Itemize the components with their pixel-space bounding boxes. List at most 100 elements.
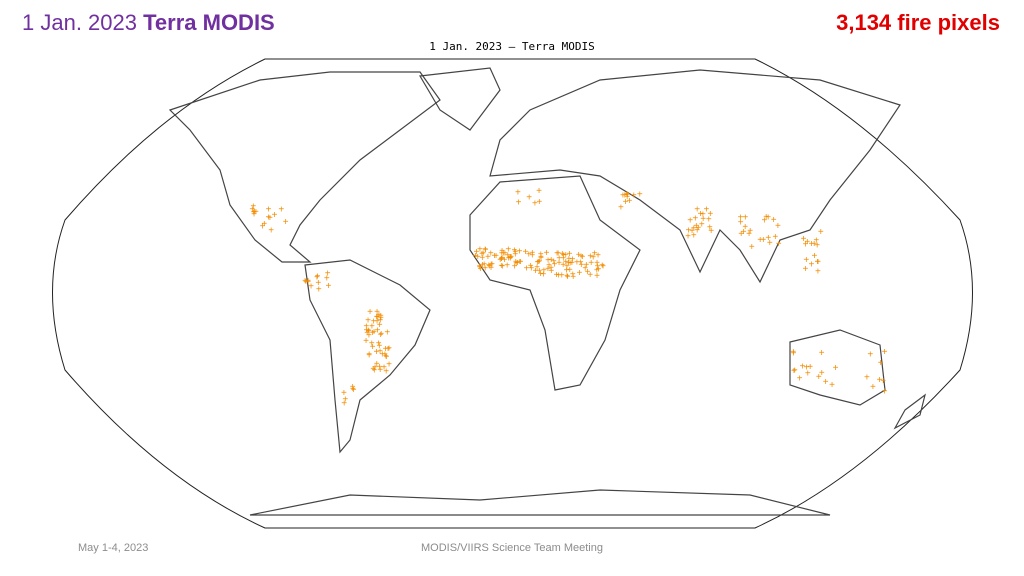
fire-marker: + [377,347,383,358]
fire-marker: + [537,257,543,268]
fire-marker: + [500,249,506,260]
fire-marker: + [253,207,259,218]
fire-marker: + [578,252,584,263]
fire-marker: + [578,260,584,271]
fire-marker: + [371,327,377,338]
fire-marker: + [706,214,712,225]
fire-marker: + [517,247,523,258]
fire-marker: + [376,339,382,350]
fire-marker: + [375,326,381,337]
fire-marker: + [373,347,379,358]
fire-marker: + [518,257,524,268]
fire-marker: + [775,221,781,232]
fire-marker: + [536,266,542,277]
title-date: 1 Jan. 2023 [22,10,137,35]
fire-marker: + [694,226,700,237]
fire-marker: + [529,248,535,259]
fire-marker: + [378,330,384,341]
fire-marker: + [583,260,589,271]
fire-marker: + [251,209,257,220]
fire-marker: + [382,349,388,360]
fire-marker: + [757,235,763,246]
fire-marker: + [596,264,602,275]
fire-marker: + [707,223,713,234]
fire-marker: + [698,209,704,220]
fire-marker: + [823,377,829,388]
fire-marker: + [384,328,390,339]
fire-marker: + [377,320,383,331]
fire-marker: + [771,215,777,226]
fire-marker: + [249,205,255,216]
fire-marker: + [700,214,706,225]
fire-marker: + [545,255,551,266]
fire-marker: + [364,326,370,337]
fire-marker: + [560,253,566,264]
fire-marker: + [554,249,560,260]
map-title: 1 Jan. 2023 — Terra MODIS [429,40,595,53]
fire-marker: + [379,349,385,360]
fire-marker: + [765,212,771,223]
fire-marker: + [474,247,480,258]
fire-marker: + [566,254,572,265]
fire-marker: + [324,273,330,284]
fire-marker: + [534,262,540,273]
fire-marker: + [472,251,478,262]
fire-marker: + [513,257,519,268]
fire-marker: + [315,278,321,289]
fire-marker: + [691,224,697,235]
fire-marker: + [564,266,570,277]
fire-marker: + [535,257,541,268]
fire-marker: + [878,358,884,369]
fire-marker: + [498,261,504,272]
fire-marker: + [538,253,544,264]
fire-marker: + [374,316,380,327]
fire-marker: + [625,190,631,201]
fire-marker: + [693,221,699,232]
footer-event: MODIS/VIIRS Science Team Meeting [421,542,603,554]
fire-marker: + [799,361,805,372]
fire-marker: + [499,246,505,257]
fire-marker: + [374,359,380,370]
fire-marker: + [637,189,643,200]
fire-marker: + [316,284,322,295]
fire-marker: + [528,263,534,274]
fire-marker: + [488,263,494,274]
fire-marker: + [811,239,817,250]
fire-marker: + [579,252,585,263]
fire-marker: + [595,251,601,262]
fire-marker: + [819,348,825,359]
fire-marker: + [560,251,566,262]
fire-marker: + [483,245,489,256]
south-america [304,259,431,454]
fire-marker: + [512,247,518,258]
title-instrument: Terra MODIS [143,10,275,35]
fire-marker: + [870,382,876,393]
fire-marker: + [689,226,695,237]
fire-marker: + [536,257,542,268]
fire-marker: + [815,257,821,268]
fire-marker: + [267,213,273,224]
fire-marker: + [556,254,562,265]
fire-marker: + [502,255,508,266]
fire-marker: + [532,199,538,210]
fire-marker: + [505,251,511,262]
fire-marker: + [566,258,572,269]
fire-marker: + [536,197,542,208]
fire-marker: + [363,322,369,333]
fire-marker: + [386,344,392,355]
fire-marker: + [685,226,691,237]
fire-marker: + [302,276,308,287]
fire-marker: + [516,198,522,209]
fire-marker: + [599,260,605,271]
fire-marker: + [592,249,598,260]
fire-marker: + [742,212,748,223]
fire-marker: + [381,362,387,373]
fire-markers: ++ ++++++ +++++ ++ +++ ++++ ++ + ++ ++ ++++++ ++ +++… [249,186,887,409]
fire-marker: + [383,344,389,355]
australia [789,329,886,406]
fire-marker: + [792,366,798,377]
fire-marker: + [308,282,314,293]
fire-marker: + [741,227,747,238]
fire-marker: + [555,249,561,260]
